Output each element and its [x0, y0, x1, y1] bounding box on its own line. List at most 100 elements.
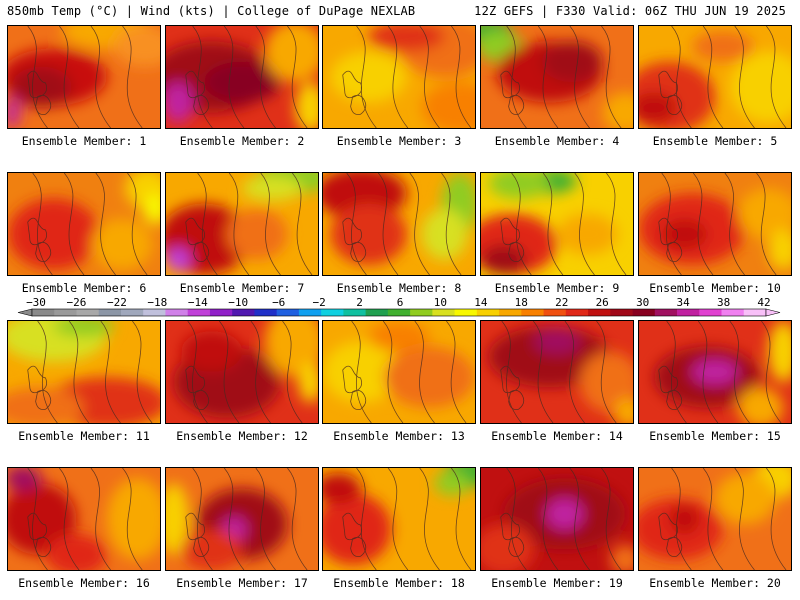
temperature-anomaly-region — [481, 524, 535, 570]
height-contours — [342, 26, 472, 128]
colorbar-tick-label: −6 — [272, 296, 285, 309]
ensemble-member-label: Ensemble Member: 18 — [333, 576, 465, 590]
temperature-anomaly-region — [166, 483, 189, 555]
temperature-field-map — [8, 468, 160, 570]
colorbar-tick-label: 42 — [757, 296, 770, 309]
temperature-anomaly-region — [264, 26, 318, 83]
colorbar-segment — [588, 309, 611, 316]
temperature-field-map — [481, 321, 633, 423]
temperature-anomaly-region — [541, 41, 603, 83]
ensemble-member-label: Ensemble Member: 14 — [491, 429, 623, 443]
ensemble-map-panel — [322, 25, 476, 129]
colorbar-segment — [743, 309, 767, 316]
ensemble-map-panel — [480, 467, 634, 571]
ensemble-map-panel — [480, 172, 634, 276]
temperature-anomaly-region — [106, 478, 160, 560]
temperature-anomaly-region — [488, 326, 611, 388]
ensemble-map-panel — [638, 467, 792, 571]
colorbar-segment — [699, 309, 722, 316]
colorbar-graphic: −30 −26 −22 −18 −14 −10 −6 −2 2 6 10 14 18 22 26 30 34 38… — [17, 296, 781, 317]
colorbar-tick-label: 26 — [596, 296, 609, 309]
height-contours — [185, 321, 303, 423]
ensemble-map-panel — [638, 25, 792, 129]
temperature-field-map — [639, 468, 791, 570]
temperature-field-map — [8, 26, 160, 128]
colorbar-segment — [232, 309, 255, 316]
temperature-anomaly-region — [264, 321, 318, 378]
colorbar-segment — [721, 309, 745, 316]
colorbar-segment — [632, 309, 656, 316]
colorbar-tick-label: 2 — [356, 296, 363, 309]
colorbar-segment — [343, 309, 367, 316]
colorbar-segment — [76, 309, 100, 316]
colorbar-tick-label: 10 — [434, 296, 447, 309]
temperature-anomaly-region — [323, 341, 399, 403]
colorbar-tick-label: −22 — [107, 296, 127, 309]
colorbar-segment — [321, 309, 344, 316]
temperature-colorbar: −30 −26 −22 −18 −14 −10 −6 −2 2 6 10 14 18 22 26 30 34 38… — [0, 296, 800, 324]
height-contours — [500, 26, 622, 128]
ensemble-member-label: Ensemble Member: 16 — [18, 576, 150, 590]
temperature-anomaly-region — [298, 361, 318, 403]
ensemble-map-panel — [165, 320, 319, 424]
height-contours — [342, 468, 472, 570]
temperature-anomaly-region — [8, 198, 100, 270]
temperature-anomaly-region — [330, 203, 407, 265]
ensemble-map-panel — [7, 172, 161, 276]
temperature-anomaly-region — [534, 329, 580, 354]
colorbar-segment — [298, 309, 322, 316]
ensemble-map-panel — [638, 320, 792, 424]
temperature-field-map — [166, 26, 318, 128]
colorbar-max-arrow — [765, 308, 781, 317]
ensemble-member-label: Ensemble Member: 8 — [336, 281, 462, 295]
temperature-anomaly-region — [669, 503, 700, 535]
height-contours — [27, 321, 153, 423]
temperature-anomaly-region — [8, 468, 42, 491]
ensemble-map-panel — [165, 172, 319, 276]
ensemble-map-panel — [7, 25, 161, 129]
temperature-anomaly-region — [433, 471, 471, 496]
colorbar-segment — [165, 309, 189, 316]
temperature-anomaly-region — [166, 82, 194, 123]
temperature-anomaly-region — [323, 473, 361, 504]
temperature-anomaly-region — [737, 387, 784, 423]
ensemble-member-label: Ensemble Member: 6 — [21, 281, 147, 295]
height-contours — [27, 26, 143, 128]
height-contours — [185, 468, 308, 570]
ensemble-map-panel — [322, 467, 476, 571]
ensemble-member-label: Ensemble Member: 20 — [649, 576, 781, 590]
ensemble-map-panel — [165, 467, 319, 571]
colorbar-segment — [98, 309, 122, 316]
colorbar-segment — [32, 309, 55, 316]
colorbar-segment — [454, 309, 478, 316]
ensemble-map-panel — [322, 172, 476, 276]
colorbar-tick-label: −26 — [66, 296, 86, 309]
temperature-anomaly-region — [421, 208, 468, 260]
ensemble-map-panel — [165, 25, 319, 129]
chart-title: 850mb Temp (°C) | Wind (kts) | College o… — [7, 4, 416, 18]
temperature-anomaly-region — [166, 247, 191, 272]
height-contours — [500, 321, 617, 423]
colorbar-tick-label: −30 — [26, 296, 46, 309]
temperature-anomaly-region — [8, 97, 21, 128]
colorbar-segment — [499, 309, 522, 316]
colorbar-segment — [120, 309, 144, 316]
ensemble-member-label: Ensemble Member: 3 — [336, 134, 462, 148]
ensemble-member-label: Ensemble Member: 1 — [21, 134, 147, 148]
colorbar-segment — [365, 309, 389, 316]
temperature-anomaly-region — [557, 213, 618, 255]
temperature-field-map — [639, 321, 791, 423]
height-contours — [27, 468, 143, 570]
temperature-anomaly-region — [768, 321, 791, 383]
temperature-anomaly-region — [11, 66, 72, 108]
ensemble-map-panel — [480, 320, 634, 424]
ensemble-map-panel — [7, 320, 161, 424]
temperature-field-map — [8, 321, 160, 423]
colorbar-tick-label: 6 — [397, 296, 404, 309]
height-contours — [658, 26, 787, 128]
colorbar-tick-label: −18 — [147, 296, 167, 309]
temperature-field-map — [166, 173, 318, 275]
temperature-anomaly-region — [730, 51, 791, 123]
temperature-field-map — [481, 26, 633, 128]
colorbar-segment — [254, 309, 278, 316]
